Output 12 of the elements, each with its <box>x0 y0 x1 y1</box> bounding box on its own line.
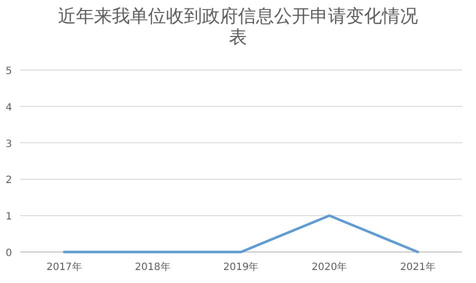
y-tick-label: 3 <box>6 138 12 150</box>
x-tick-label: 2017年 <box>46 261 82 273</box>
y-tick-label: 1 <box>6 212 12 223</box>
y-tick-label: 4 <box>6 102 12 114</box>
y-tick-label: 0 <box>6 248 12 259</box>
x-tick-label: 2020年 <box>312 261 348 273</box>
x-tick-label: 2019年 <box>223 261 259 273</box>
x-tick-label: 2018年 <box>134 261 170 273</box>
chart-title: 近年来我单位收到政府信息公开申请变化情况表 <box>57 6 419 48</box>
y-tick-label: 2 <box>6 175 12 186</box>
x-tick-label: 2021年 <box>400 261 436 273</box>
y-tick-label: 5 <box>6 66 12 77</box>
